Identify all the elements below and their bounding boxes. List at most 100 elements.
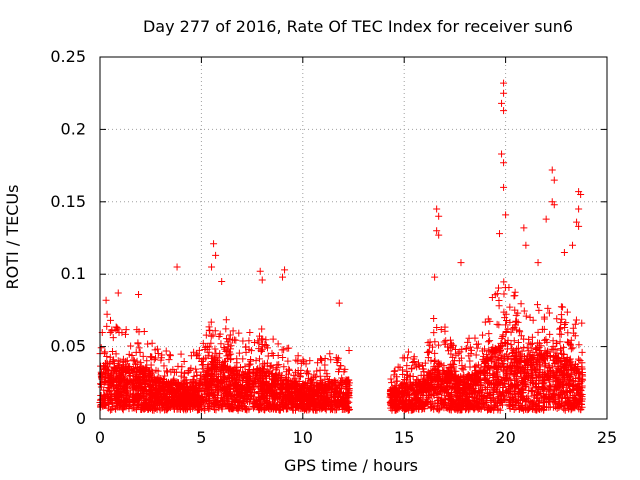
data-point bbox=[165, 356, 173, 364]
x-tick-label: 25 bbox=[597, 428, 617, 447]
data-point bbox=[391, 367, 399, 375]
data-point bbox=[114, 289, 122, 297]
data-point bbox=[279, 353, 287, 361]
data-point bbox=[481, 318, 489, 326]
data-point bbox=[226, 331, 234, 339]
data-point bbox=[317, 356, 325, 364]
data-point bbox=[465, 334, 473, 342]
data-point bbox=[212, 349, 220, 357]
data-point bbox=[177, 350, 185, 358]
data-point bbox=[218, 379, 226, 387]
data-point bbox=[517, 300, 525, 308]
data-point bbox=[282, 375, 290, 383]
data-point bbox=[101, 348, 109, 356]
data-point bbox=[281, 266, 289, 274]
data-point bbox=[202, 331, 210, 339]
data-point bbox=[203, 367, 211, 375]
data-point bbox=[235, 329, 243, 337]
data-point bbox=[331, 393, 339, 401]
data-point bbox=[129, 356, 137, 364]
data-point bbox=[222, 325, 230, 333]
data-point bbox=[498, 99, 506, 107]
data-point bbox=[246, 360, 254, 368]
data-point bbox=[304, 370, 312, 378]
data-point bbox=[184, 368, 192, 376]
data-point bbox=[123, 357, 131, 365]
data-point bbox=[575, 341, 583, 349]
data-point bbox=[262, 336, 270, 344]
data-points bbox=[96, 79, 587, 414]
y-tick-label: 0 bbox=[76, 409, 86, 428]
data-point bbox=[546, 330, 554, 338]
data-point bbox=[572, 316, 580, 324]
data-point bbox=[544, 304, 552, 312]
data-point bbox=[181, 370, 189, 378]
data-point bbox=[501, 284, 509, 292]
data-point bbox=[553, 315, 561, 323]
data-point bbox=[222, 316, 230, 324]
x-axis-label: GPS time / hours bbox=[284, 456, 418, 475]
data-point bbox=[269, 335, 277, 343]
data-point bbox=[313, 367, 321, 375]
data-point bbox=[498, 150, 506, 158]
data-point bbox=[211, 327, 219, 335]
data-point bbox=[207, 369, 215, 377]
data-point bbox=[316, 366, 324, 374]
data-point bbox=[241, 406, 249, 414]
y-axis-label: ROTI / TECUs bbox=[3, 185, 22, 290]
data-point bbox=[135, 344, 143, 352]
data-point bbox=[485, 330, 493, 338]
data-point bbox=[441, 327, 449, 335]
data-point bbox=[540, 325, 548, 333]
data-point bbox=[187, 364, 195, 372]
data-point bbox=[244, 390, 252, 398]
data-point bbox=[495, 302, 503, 310]
data-point bbox=[160, 362, 168, 370]
data-point bbox=[306, 357, 314, 365]
data-point bbox=[578, 319, 586, 327]
data-point bbox=[520, 224, 528, 232]
data-point bbox=[500, 89, 508, 97]
data-point bbox=[148, 339, 156, 347]
data-point bbox=[484, 338, 492, 346]
data-point bbox=[285, 370, 293, 378]
x-tick-label: 10 bbox=[293, 428, 313, 447]
data-point bbox=[258, 325, 266, 333]
data-point bbox=[239, 337, 247, 345]
data-point bbox=[299, 356, 307, 364]
data-point bbox=[542, 335, 550, 343]
data-point bbox=[404, 348, 412, 356]
data-point bbox=[235, 349, 243, 357]
data-point bbox=[97, 391, 105, 399]
data-point bbox=[493, 320, 501, 328]
data-point bbox=[195, 346, 203, 354]
data-point bbox=[259, 335, 267, 343]
data-point bbox=[442, 337, 450, 345]
grid-lines bbox=[100, 57, 607, 419]
data-point bbox=[540, 313, 548, 321]
data-point bbox=[108, 327, 116, 335]
data-point bbox=[166, 351, 174, 359]
data-point bbox=[500, 290, 508, 298]
data-point bbox=[209, 331, 217, 339]
data-point bbox=[163, 367, 171, 375]
data-point bbox=[118, 329, 126, 337]
data-point bbox=[318, 404, 326, 412]
data-point bbox=[112, 400, 120, 408]
y-tick-label: 0.1 bbox=[61, 264, 86, 283]
data-point bbox=[247, 355, 255, 363]
data-point bbox=[211, 345, 219, 353]
data-point bbox=[103, 310, 111, 318]
data-point bbox=[122, 326, 130, 334]
data-point bbox=[143, 357, 151, 365]
data-point bbox=[212, 251, 220, 259]
data-point bbox=[433, 205, 441, 213]
data-point bbox=[129, 367, 137, 375]
data-point bbox=[239, 355, 247, 363]
data-point bbox=[246, 328, 254, 336]
data-point bbox=[151, 346, 159, 354]
x-tick-label: 5 bbox=[196, 428, 206, 447]
data-point bbox=[207, 386, 215, 394]
data-point bbox=[137, 359, 145, 367]
data-point bbox=[220, 344, 228, 352]
